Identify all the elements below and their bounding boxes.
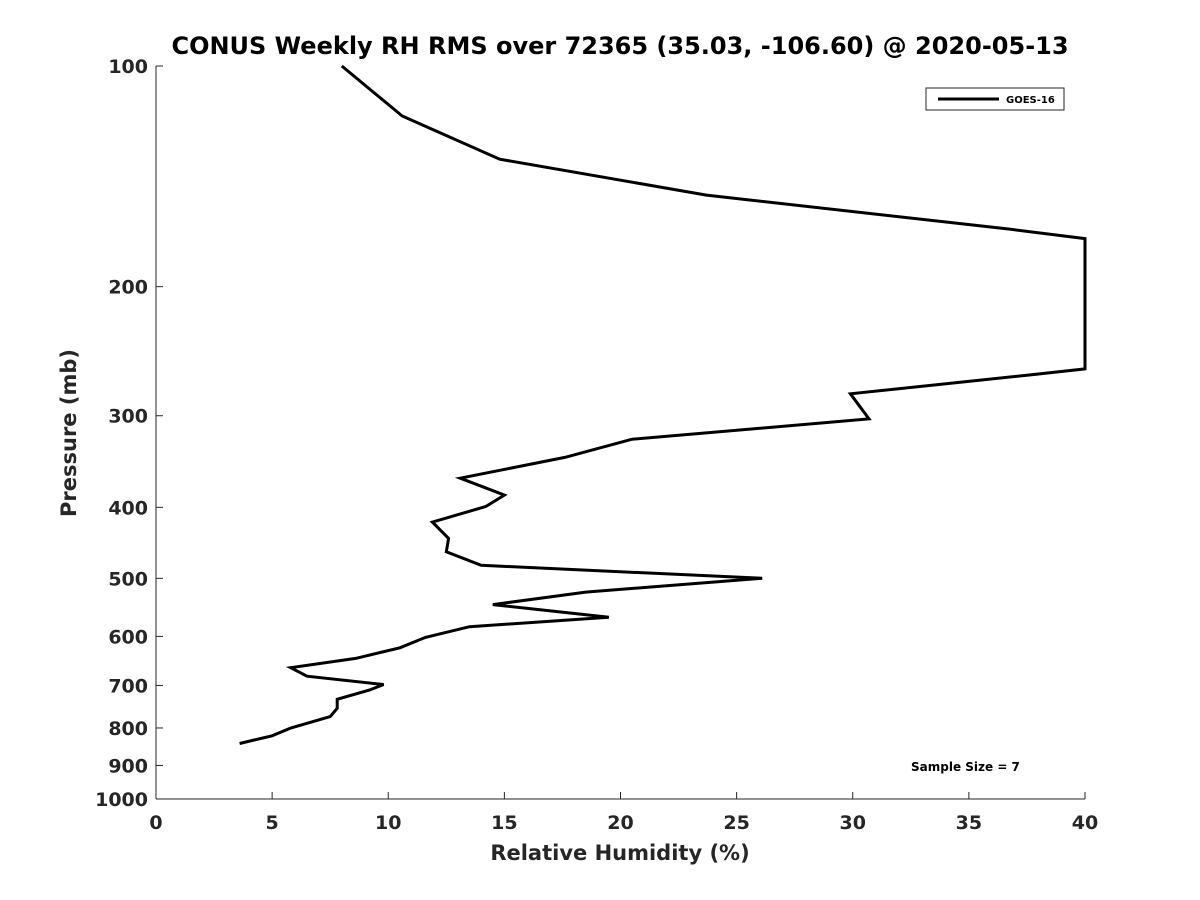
y-tick-label: 400 [108,497,148,519]
x-tick-label: 10 [375,812,401,834]
series-line-goes-16 [239,64,1087,745]
x-axis-label: Relative Humidity (%) [490,841,749,865]
y-tick-label: 500 [108,568,148,590]
x-tick-label: 15 [491,812,517,834]
y-tick-label: 600 [108,626,148,648]
y-tick-label: 800 [108,718,148,740]
x-tick-label: 25 [723,812,749,834]
x-tick-label: 40 [1072,812,1098,834]
y-tick-label: 200 [108,277,148,299]
y-tick-label: 1000 [95,789,148,811]
x-tick-label: 0 [149,812,162,834]
y-ticks: 100 200 300 400 500 600 700 800 900 1000 [95,56,163,811]
legend: GOES-16 [925,87,1065,111]
series-layer [239,64,1087,745]
x-tick-label: 35 [956,812,982,834]
x-tick-label: 5 [266,812,279,834]
y-axis-label: Pressure (mb) [57,349,81,517]
y-tick-label: 100 [108,56,148,78]
x-tick-label: 20 [607,812,633,834]
y-tick-label: 900 [108,755,148,777]
legend-label: GOES-16 [1006,95,1055,106]
x-tick-label: 30 [840,812,866,834]
chart-title: CONUS Weekly RH RMS over 72365 (35.03, -… [171,32,1068,60]
sample-size-annotation: Sample Size = 7 [911,760,1020,774]
y-tick-label: 700 [108,675,148,697]
y-tick-label: 300 [108,406,148,428]
x-ticks: 0 5 10 15 20 25 30 35 40 [149,792,1098,834]
